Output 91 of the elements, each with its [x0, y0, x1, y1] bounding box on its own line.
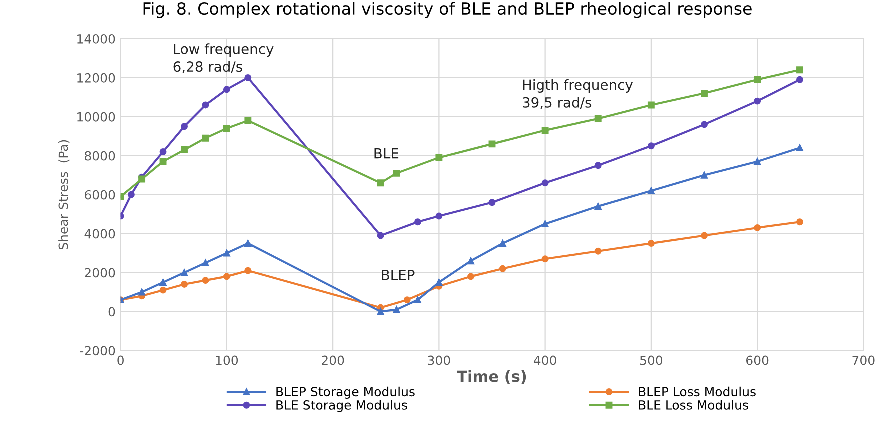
point: [414, 296, 422, 304]
y-tick-label: 8000: [85, 151, 116, 161]
point: [468, 258, 474, 265]
point: [377, 308, 384, 316]
legend-label: BLEP Loss Modulus: [639, 386, 756, 397]
x-tick-label: 300: [428, 356, 450, 366]
point: [244, 240, 252, 248]
point: [223, 125, 230, 132]
point: [468, 273, 474, 280]
point: [796, 218, 804, 226]
y-axis-title: Shear Stress (Pa): [58, 140, 70, 250]
point: [754, 98, 762, 105]
point: [701, 90, 708, 97]
point: [796, 144, 804, 152]
point: [796, 76, 804, 84]
point: [499, 265, 506, 272]
point: [393, 306, 400, 314]
x-tick-label: 0: [118, 356, 124, 366]
point: [138, 288, 146, 296]
point: [542, 256, 549, 263]
annotation: Low frequency 6,28 rad/s: [174, 44, 274, 74]
point: [393, 170, 400, 177]
point: [202, 102, 210, 109]
point: [181, 146, 188, 154]
y-tick-label: 4000: [84, 229, 116, 239]
point: [701, 232, 708, 240]
point: [202, 277, 210, 284]
point: [404, 296, 411, 304]
point: [436, 154, 443, 162]
point: [244, 267, 252, 274]
y-tick-label: 2000: [85, 268, 116, 278]
point: [181, 123, 188, 130]
annotation: BLE: [374, 148, 399, 159]
point: [128, 191, 135, 198]
point: [223, 250, 230, 257]
point: [181, 281, 188, 288]
point: [160, 158, 167, 166]
point: [701, 121, 708, 128]
point: [160, 286, 167, 294]
point: [202, 260, 210, 267]
y-tick-label: 12000: [78, 73, 116, 83]
point: [414, 218, 422, 226]
point: [796, 66, 804, 74]
point: [594, 162, 602, 170]
x-axis-title: Time (s): [457, 370, 526, 384]
y-tick-label: 6000: [85, 190, 116, 200]
point: [223, 273, 230, 280]
point: [594, 248, 602, 255]
point: [377, 180, 384, 187]
point: [542, 220, 549, 228]
point: [202, 134, 210, 142]
y-tick-label: 0: [108, 307, 116, 317]
point: [648, 102, 655, 109]
x-tick-label: 700: [852, 356, 875, 366]
point: [594, 203, 602, 210]
x-tick-label: 200: [322, 356, 344, 366]
point: [244, 74, 252, 82]
y-tick-label: 14000: [78, 34, 116, 44]
y-tick-label: -2000: [80, 346, 116, 356]
annotation: Higth frequency 39,5 rad/s: [523, 80, 633, 110]
point: [436, 212, 443, 220]
annotation: BLEP: [382, 270, 415, 280]
y-tick-label: 10000: [78, 112, 116, 122]
point: [754, 158, 762, 166]
point: [542, 127, 549, 134]
point: [648, 240, 655, 248]
point: [499, 240, 506, 248]
point: [754, 224, 762, 232]
legend-label: BLE Loss Modulus: [639, 400, 748, 410]
point: [542, 180, 549, 187]
point: [181, 269, 188, 276]
point: [648, 187, 655, 194]
point: [160, 148, 167, 156]
chart-title: Fig. 8. Complex rotational viscosity of BLE and BLEP rheological response: [144, 2, 752, 18]
x-tick-label: 600: [746, 356, 769, 366]
point: [754, 76, 762, 84]
point: [488, 199, 496, 206]
point: [701, 172, 708, 179]
legend-label: BLE Storage Modulus: [276, 400, 408, 412]
point: [244, 117, 252, 124]
point: [648, 142, 655, 150]
point: [488, 140, 496, 148]
x-tick-label: 400: [534, 356, 556, 366]
point: [160, 279, 167, 286]
x-tick-label: 100: [216, 356, 238, 366]
point: [223, 86, 230, 94]
x-tick-label: 500: [640, 356, 663, 366]
point: [594, 115, 602, 122]
point: [436, 279, 443, 286]
point: [377, 232, 384, 240]
legend-label: BLEP Storage Modulus: [276, 386, 415, 400]
